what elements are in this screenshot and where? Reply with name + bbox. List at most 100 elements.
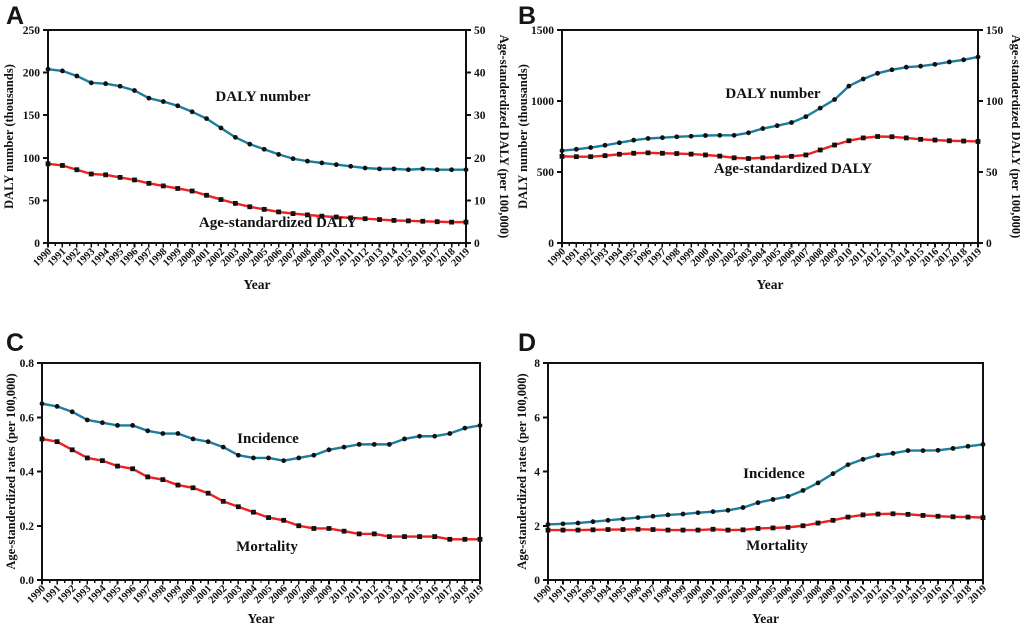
square-marker xyxy=(845,514,851,520)
square-marker xyxy=(266,515,271,521)
square-marker xyxy=(975,139,981,144)
series-annotation: DALY number xyxy=(215,89,310,105)
square-marker xyxy=(665,527,671,533)
square-marker xyxy=(770,525,776,531)
circle-marker xyxy=(803,114,809,120)
square-marker xyxy=(205,490,211,496)
circle-marker xyxy=(975,54,981,60)
square-marker xyxy=(875,134,880,139)
circle-marker xyxy=(417,433,422,439)
square-marker xyxy=(477,536,483,542)
square-marker xyxy=(680,527,686,533)
square-marker xyxy=(815,520,821,526)
square-marker xyxy=(740,527,746,533)
square-marker xyxy=(54,439,60,445)
panel-a: A 0 50 100 150 200 250 DALY number (thousands)… xyxy=(0,0,510,315)
series-line-mortality xyxy=(40,437,482,541)
series-annotation: Age-standardized DALY xyxy=(199,215,357,231)
circle-marker xyxy=(462,425,468,431)
square-marker xyxy=(602,153,608,159)
circle-marker xyxy=(680,511,686,517)
square-marker xyxy=(115,463,120,469)
circle-marker xyxy=(760,126,766,131)
left-axis-tick-label: 2 xyxy=(534,521,540,533)
square-marker xyxy=(356,531,362,537)
circle-marker xyxy=(132,88,137,93)
circle-marker xyxy=(660,135,665,141)
square-marker xyxy=(920,513,926,518)
circle-marker xyxy=(160,99,166,104)
series-annotation: DALY number xyxy=(725,86,820,102)
square-marker xyxy=(635,526,641,532)
x-axis-year-label: 2019 xyxy=(966,583,989,606)
circle-marker xyxy=(247,141,253,147)
left-axis-tick-label: 150 xyxy=(23,110,41,122)
circle-marker xyxy=(961,57,967,63)
left-axis-tick-label: 250 xyxy=(23,25,41,37)
square-marker xyxy=(84,455,90,461)
series-line-daly-number xyxy=(560,55,980,152)
right-axis-tick-label: 50 xyxy=(986,167,998,179)
circle-marker xyxy=(84,417,90,423)
circle-marker xyxy=(774,123,780,129)
square-marker xyxy=(559,153,565,159)
panel-b: B 0 500 1000 1500 DALY number (thousands) 0 50… xyxy=(510,0,1020,315)
square-marker xyxy=(261,206,267,212)
square-marker xyxy=(785,524,791,530)
circle-marker xyxy=(905,448,911,454)
square-marker xyxy=(817,147,823,153)
series-annotation: Mortality xyxy=(746,538,808,554)
right-axis-tick-label: 30 xyxy=(474,110,486,122)
circle-marker xyxy=(54,404,60,409)
square-marker xyxy=(703,152,708,158)
right-axis-tick-label: 10 xyxy=(474,195,486,207)
circle-marker xyxy=(890,450,896,456)
circle-marker xyxy=(204,116,209,122)
square-marker xyxy=(695,527,701,533)
left-axis-tick-label: 50 xyxy=(29,195,41,207)
square-marker xyxy=(402,534,407,539)
square-marker xyxy=(645,150,651,156)
left-axis-tick-label: 0 xyxy=(548,238,554,250)
circle-marker xyxy=(860,76,866,82)
square-marker xyxy=(710,526,716,532)
circle-marker xyxy=(860,456,866,462)
left-axis-tick-label: 1000 xyxy=(531,96,554,108)
x-axis-title: Year xyxy=(757,277,784,292)
circle-marker xyxy=(130,422,136,428)
left-axis-title: Age-standerdized rates (per 100,000) xyxy=(4,373,18,569)
circle-marker xyxy=(45,66,51,72)
circle-marker xyxy=(602,142,608,148)
left-axis-tick-label: 200 xyxy=(23,68,41,80)
square-marker xyxy=(305,212,310,218)
circle-marker xyxy=(740,505,746,510)
square-marker xyxy=(130,466,136,472)
left-axis-tick-label: 0.8 xyxy=(20,358,35,370)
square-marker xyxy=(39,436,45,442)
square-marker xyxy=(232,200,238,206)
series-line-incidence xyxy=(40,402,482,462)
circle-marker xyxy=(261,146,267,152)
circle-marker xyxy=(674,134,680,140)
square-marker xyxy=(447,536,453,542)
square-marker xyxy=(377,217,382,222)
square-marker xyxy=(276,209,282,215)
left-axis-tick-label: 0 xyxy=(34,238,40,250)
circle-marker xyxy=(832,97,837,102)
circle-marker xyxy=(235,452,241,458)
circle-marker xyxy=(965,443,971,449)
circle-marker xyxy=(405,167,411,173)
circle-marker xyxy=(319,160,325,166)
left-axis-title: DALY number (thousands) xyxy=(516,64,530,209)
square-marker xyxy=(717,153,723,159)
circle-marker xyxy=(590,519,596,525)
circle-marker xyxy=(420,166,426,172)
circle-marker xyxy=(251,455,256,461)
circle-marker xyxy=(588,145,594,150)
panel-b-letter: B xyxy=(518,2,537,30)
circle-marker xyxy=(703,133,708,138)
panel-a-chart: 0 50 100 150 200 250 DALY number (thousands) 0 1… xyxy=(2,25,510,292)
circle-marker xyxy=(903,64,909,70)
square-marker xyxy=(590,527,596,533)
circle-marker xyxy=(175,431,181,436)
